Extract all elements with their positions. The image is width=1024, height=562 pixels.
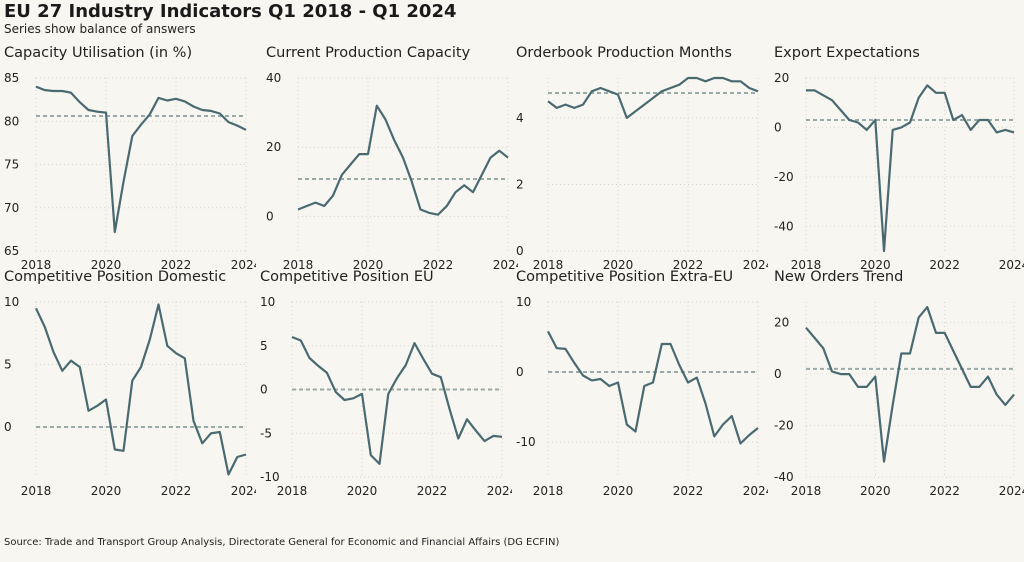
y-tick-label: 75 xyxy=(4,158,19,172)
x-tick-label: 2018 xyxy=(283,258,314,272)
y-tick-label: 20 xyxy=(774,71,789,85)
y-tick-label: 20 xyxy=(266,140,281,154)
x-tick-label: 2022 xyxy=(417,484,448,498)
series-line xyxy=(805,305,1015,463)
y-tick-label: 10 xyxy=(260,295,275,309)
x-tick-label: 2018 xyxy=(21,258,52,272)
chart-title: EU 27 Industry Indicators Q1 2018 - Q1 2… xyxy=(4,1,457,22)
x-tick-label: 2024 xyxy=(999,484,1024,498)
y-tick-label: 10 xyxy=(516,295,531,309)
panel-orderbook-production-months: Orderbook Production Months 2018 2020 2022… xyxy=(512,45,768,275)
y-tick-label: 0 xyxy=(516,244,524,258)
y-tick-label: 0 xyxy=(260,383,268,397)
chart-subtitle: Series show balance of answers xyxy=(4,22,196,36)
y-tick-label: 65 xyxy=(4,244,19,258)
panel-title: Current Production Capacity xyxy=(266,45,471,61)
x-tick-label: 2022 xyxy=(673,484,704,498)
x-tick-label: 2020 xyxy=(603,258,634,272)
panel-title: Competitive Position EU xyxy=(260,269,434,285)
plot-competitive-position-extra-eu: 2018 2020 2022 2024 -10 0 10 xyxy=(516,295,768,498)
y-tick-label: 0 xyxy=(516,365,524,379)
y-tick-label: -5 xyxy=(260,426,272,440)
panel-title: New Orders Trend xyxy=(774,269,904,285)
y-tick-label: -40 xyxy=(774,470,794,484)
x-tick-label: 2018 xyxy=(277,484,308,498)
x-tick-label: 2020 xyxy=(353,258,384,272)
y-tick-label: 0 xyxy=(774,367,782,381)
series-line xyxy=(35,85,247,234)
panel-competitive-position-domestic: Competitive Position Domestic 2018 2020 20… xyxy=(0,269,256,499)
x-tick-label: 2022 xyxy=(673,258,704,272)
x-tick-label: 2020 xyxy=(603,484,634,498)
y-tick-label: 70 xyxy=(4,201,19,215)
x-tick-label: 2024 xyxy=(999,258,1024,272)
y-tick-label: 4 xyxy=(516,111,524,125)
y-tick-label: 20 xyxy=(774,316,789,330)
x-tick-label: 2018 xyxy=(533,258,564,272)
y-tick-label: -10 xyxy=(260,470,280,484)
x-tick-label: 2022 xyxy=(929,258,960,272)
x-tick-label: 2024 xyxy=(493,258,518,272)
plot-competitive-position-eu: 2018 2020 2022 2024 -10 -5 0 5 10 xyxy=(260,295,512,498)
y-tick-label: 40 xyxy=(266,71,281,85)
panel-new-orders-trend: New Orders Trend 2018 2020 2022 2024 -40 -20 0… xyxy=(770,269,1024,499)
x-tick-label: 2024 xyxy=(743,484,768,498)
panel-capacity-utilisation: Capacity Utilisation (in %) 2018 2020 2022… xyxy=(0,45,256,275)
plot-capacity-utilisation: 2018 2020 2022 2024 65 70 75 80 85 xyxy=(4,71,256,272)
y-tick-label: 0 xyxy=(774,120,782,134)
panel-title: Capacity Utilisation (in %) xyxy=(4,45,193,61)
y-tick-label: 0 xyxy=(266,209,274,223)
x-tick-label: 2024 xyxy=(231,484,256,498)
x-tick-label: 2018 xyxy=(791,258,822,272)
x-tick-label: 2018 xyxy=(791,484,822,498)
series-line xyxy=(291,335,503,465)
panel-title: Orderbook Production Months xyxy=(516,45,732,61)
x-tick-label: 2024 xyxy=(743,258,768,272)
y-tick-label: -20 xyxy=(774,419,794,433)
x-tick-label: 2024 xyxy=(487,484,512,498)
y-tick-label: 0 xyxy=(4,420,12,434)
y-tick-label: -40 xyxy=(774,219,794,233)
x-tick-label: 2024 xyxy=(231,258,256,272)
series-line xyxy=(547,76,759,120)
plot-export-expectations: 2018 2020 2022 2024 -40 -20 0 20 xyxy=(774,71,1024,272)
x-tick-label: 2020 xyxy=(860,258,891,272)
plot-current-production-capacity: 2018 2020 2022 2024 0 20 40 xyxy=(266,71,518,272)
panel-competitive-position-extra-eu: Competitive Position Extra-EU 2018 2020 20… xyxy=(512,269,768,499)
x-tick-label: 2020 xyxy=(860,484,891,498)
x-tick-label: 2020 xyxy=(347,484,378,498)
y-tick-label: 10 xyxy=(4,295,19,309)
x-tick-label: 2020 xyxy=(91,484,122,498)
panel-title: Competitive Position Extra-EU xyxy=(516,269,734,285)
x-tick-label: 2022 xyxy=(929,484,960,498)
series-line xyxy=(547,330,759,445)
series-line xyxy=(297,104,509,216)
panel-title: Competitive Position Domestic xyxy=(4,269,227,285)
y-tick-label: 5 xyxy=(4,358,12,372)
x-tick-label: 2018 xyxy=(21,484,52,498)
plot-competitive-position-domestic: 2018 2020 2022 2024 0 5 10 xyxy=(4,295,256,498)
source-note: Source: Trade and Transport Group Analys… xyxy=(4,537,560,548)
plot-new-orders-trend: 2018 2020 2022 2024 -40 -20 0 20 xyxy=(774,302,1024,498)
panel-competitive-position-eu: Competitive Position EU 2018 2020 2022 2024… xyxy=(256,269,512,499)
y-tick-label: -10 xyxy=(516,435,536,449)
x-tick-label: 2022 xyxy=(423,258,454,272)
y-tick-label: -20 xyxy=(774,170,794,184)
panel-export-expectations: Export Expectations 2018 2020 2022 2024 -40 -… xyxy=(770,45,1024,275)
y-tick-label: 85 xyxy=(4,71,19,85)
series-line xyxy=(806,84,1015,253)
x-tick-label: 2018 xyxy=(533,484,564,498)
panel-current-production-capacity: Current Production Capacity 2018 2020 2022… xyxy=(262,45,518,275)
plot-orderbook-production-months: 2018 2020 2022 2024 0 2 4 xyxy=(516,76,768,272)
y-tick-label: 80 xyxy=(4,114,19,128)
x-tick-label: 2022 xyxy=(161,258,192,272)
panel-title: Export Expectations xyxy=(774,45,920,61)
y-tick-label: 5 xyxy=(260,339,268,353)
y-tick-label: 2 xyxy=(516,177,524,191)
x-tick-label: 2020 xyxy=(91,258,122,272)
x-tick-label: 2022 xyxy=(161,484,192,498)
series-line xyxy=(35,303,247,476)
